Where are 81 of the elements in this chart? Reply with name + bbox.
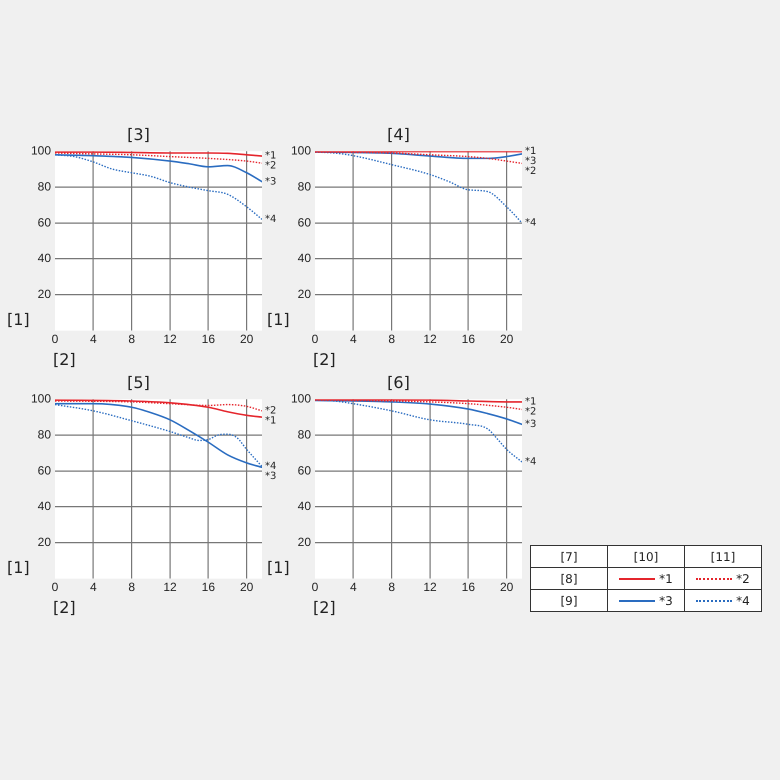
x-tick-label: 8: [388, 332, 396, 346]
series-label: *3: [525, 418, 536, 430]
x-tick-label: 12: [163, 332, 177, 346]
y-tick-label: 40: [38, 251, 52, 266]
series-label: *1: [265, 150, 276, 162]
x-axis-title: [2]: [53, 598, 76, 617]
y-axis-title: [1]: [267, 558, 290, 577]
y-tick-label: 40: [298, 251, 312, 266]
y-tick-label: 80: [38, 427, 52, 442]
y-tick-label: 80: [298, 427, 312, 442]
x-tick-label: 4: [350, 580, 357, 594]
series-label: *3: [265, 471, 276, 482]
y-tick-label: 60: [38, 215, 52, 230]
x-tick-label: 4: [90, 332, 97, 346]
x-tick-label: 20: [240, 332, 254, 346]
x-tick-label: 16: [202, 332, 216, 346]
text: [8]: [530, 568, 608, 590]
series-label: *2: [265, 160, 276, 172]
x-axis-title: [2]: [313, 350, 336, 369]
y-axis-title: [1]: [267, 310, 290, 329]
y-tick-label: 40: [38, 499, 52, 514]
y-tick-label: 60: [38, 463, 52, 478]
y-tick-label: 80: [298, 179, 312, 194]
x-tick-label: 20: [500, 580, 514, 594]
y-tick-label: 20: [298, 535, 312, 550]
series-label: *2: [525, 166, 536, 178]
y-tick-label: 60: [298, 463, 312, 478]
x-tick-label: 0: [312, 332, 319, 346]
series-label: *3: [525, 156, 536, 168]
x-tick-label: 12: [423, 580, 437, 594]
x-tick-label: 4: [90, 580, 97, 594]
series-label: *4: [265, 461, 276, 472]
y-tick-label: 40: [298, 499, 312, 514]
chart-title: [3]: [127, 124, 150, 144]
y-axis-title: [1]: [7, 558, 30, 577]
y-axis-title: [1]: [7, 310, 30, 329]
x-tick-label: 0: [52, 580, 59, 594]
y-tick-label: 80: [38, 179, 52, 194]
chart-title: [4]: [387, 124, 410, 144]
legend-label: *2: [684, 568, 762, 590]
x-tick-label: 20: [240, 580, 254, 594]
y-tick-label: 20: [298, 287, 312, 302]
legend-label: *3: [608, 590, 684, 612]
x-tick-label: 0: [52, 332, 59, 346]
x-tick-label: 12: [423, 332, 437, 346]
x-tick-label: 16: [462, 332, 476, 346]
y-tick-label: 100: [290, 392, 312, 406]
series-label: *4: [525, 456, 536, 468]
y-tick-label: 100: [290, 144, 312, 158]
x-axis-title: [2]: [313, 598, 336, 617]
series-label: *1: [525, 396, 536, 408]
x-tick-label: 0: [312, 580, 319, 594]
x-tick-label: 20: [500, 332, 514, 346]
x-tick-label: 8: [128, 332, 136, 346]
text: [7]: [530, 546, 608, 568]
x-tick-label: 16: [462, 580, 476, 594]
y-tick-label: 60: [298, 215, 312, 230]
series-label: *4: [265, 214, 276, 225]
series-label: *3: [265, 176, 276, 188]
x-tick-label: 12: [163, 580, 177, 594]
text: [10]: [608, 546, 684, 568]
y-tick-label: 20: [38, 535, 52, 550]
series-label: *1: [265, 415, 276, 426]
x-tick-label: 8: [128, 580, 136, 594]
series-label: *2: [265, 405, 276, 416]
chart-title: [6]: [387, 372, 410, 392]
text: [9]: [530, 590, 608, 612]
y-tick-label: 20: [38, 287, 52, 302]
x-tick-label: 8: [388, 580, 396, 594]
series-label: *1: [525, 146, 536, 158]
series-label: *2: [525, 406, 536, 418]
y-tick-label: 100: [30, 392, 52, 406]
series-label: *4: [525, 218, 536, 229]
y-tick-label: 100: [30, 144, 52, 158]
chart-title: [5]: [127, 372, 150, 392]
x-tick-label: 16: [202, 580, 216, 594]
x-tick-label: 4: [350, 332, 357, 346]
x-axis-title: [2]: [53, 350, 76, 369]
text: [11]: [684, 546, 762, 568]
legend-label: *1: [608, 568, 684, 590]
legend-label: *4: [684, 590, 762, 612]
